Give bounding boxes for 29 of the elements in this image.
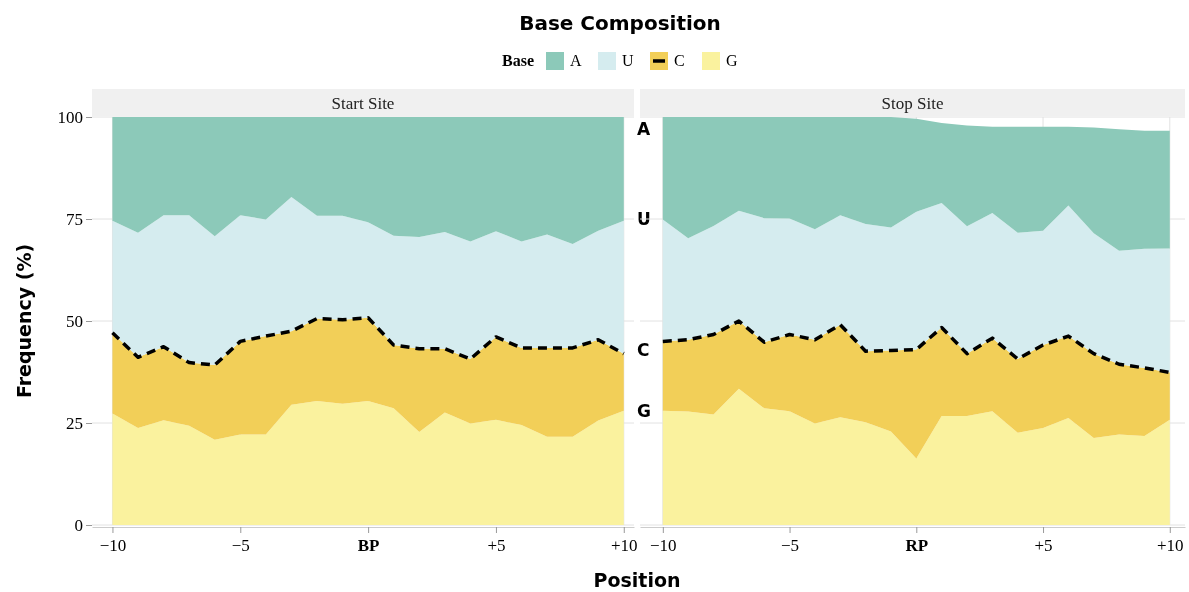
annotation: C (637, 339, 650, 360)
x-tick-label: +5 (487, 536, 506, 556)
y-axis-title: Frequency (%) (13, 243, 35, 399)
legend-label: G (726, 52, 738, 69)
x-tick-label: −10 (650, 536, 677, 556)
y-tick-label: 0 (74, 515, 83, 535)
x-tick-label: −5 (781, 536, 800, 556)
annotation: G (637, 400, 651, 421)
x-tick-label: +10 (610, 536, 638, 556)
x-tick-label: −5 (231, 536, 250, 556)
x-tick-label: +10 (1156, 536, 1184, 556)
annotation: U (637, 208, 651, 229)
annotation: A (637, 118, 651, 139)
x-axis-title: Position (593, 569, 681, 591)
chart-subtitle: Start Site (331, 94, 395, 113)
y-tick-label: 25 (66, 413, 83, 433)
y-tick-label: 75 (66, 209, 83, 229)
y-tick-label: 100 (57, 107, 83, 127)
legend-label: C (674, 52, 685, 69)
chart-title: Base Composition (519, 11, 721, 35)
legend-label: U (622, 52, 634, 69)
x-tick-label: RP (905, 536, 929, 556)
y-tick-label: 50 (66, 311, 83, 331)
legend-label: A (570, 52, 582, 69)
x-tick-label: +5 (1034, 536, 1053, 556)
x-tick-label: BP (357, 536, 380, 556)
x-tick-label: −10 (99, 536, 127, 556)
legend-title: Base (502, 52, 534, 69)
chart-subtitle: Stop Site (881, 94, 944, 113)
